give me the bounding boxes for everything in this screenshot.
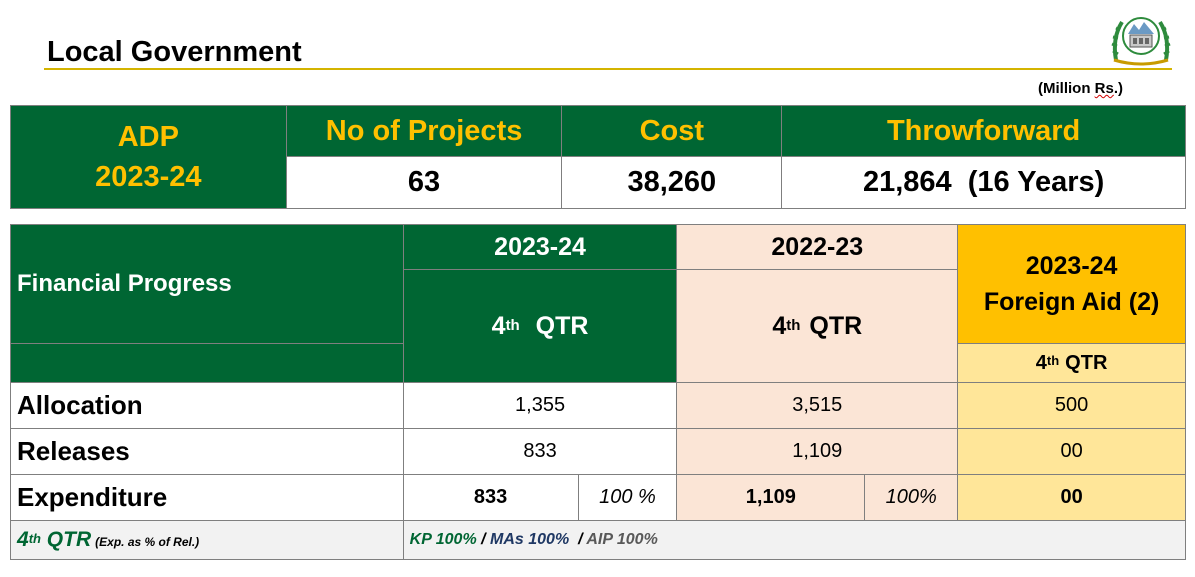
qtr-number: 4 <box>1035 351 1047 374</box>
table-row: Expenditure 833 100 % 1,109 100% 00 <box>10 474 1186 521</box>
header-cost: Cost <box>561 105 783 157</box>
qtr-number: 4 <box>17 528 29 551</box>
expenditure-2023-24-percent: 100 % <box>577 474 678 521</box>
qtr-word: QTR <box>535 311 589 340</box>
row-label-expenditure: Expenditure <box>10 474 404 521</box>
qtr-ordinal: th <box>1046 352 1060 368</box>
separator: / <box>476 531 491 548</box>
col-2022-23-year: 2022-23 <box>676 224 959 270</box>
expenditure-2022-23-percent: 100% <box>864 474 959 521</box>
row-label-releases: Releases <box>10 428 404 475</box>
title-divider <box>44 68 1172 70</box>
unit-suffix: .) <box>1113 80 1124 97</box>
table-row: Allocation 1,355 3,515 500 <box>10 382 1186 429</box>
allocation-2022-23: 3,515 <box>676 382 959 429</box>
adp-summary-table: ADP 2023-24 No of Projects Cost Throwfor… <box>10 105 1186 209</box>
foreign-aid-label: Foreign Aid (2) <box>983 288 1160 316</box>
allocation-foreign-aid: 500 <box>957 382 1186 429</box>
col-2022-23-qtr: 4th QTR <box>676 269 959 383</box>
adp-year: 2023-24 <box>95 161 202 193</box>
adp-label: ADP <box>117 121 179 153</box>
page-title: Local Government <box>47 36 302 68</box>
row-label-allocation: Allocation <box>10 382 404 429</box>
header-throwforward: Throwforward <box>781 105 1186 157</box>
value-no-of-projects: 63 <box>285 156 563 209</box>
expenditure-2023-24: 833 <box>402 474 579 521</box>
kp-percent: KP 100% <box>409 531 477 548</box>
col-2023-24-year: 2023-24 <box>402 224 678 270</box>
foreign-aid-year: 2023-24 <box>1025 252 1118 280</box>
qtr-word: QTR <box>1065 351 1108 374</box>
aip-percent: AIP 100% <box>586 531 658 548</box>
separator: / <box>569 531 587 548</box>
qtr-note-values: KP 100% / MAs 100% / AIP 100% <box>402 520 1187 560</box>
qtr-number: 4 <box>491 311 506 340</box>
foreign-aid-qtr: 4th QTR <box>957 343 1186 383</box>
col-2023-24-qtr: 4th QTR <box>402 269 678 383</box>
unit-prefix: (Million <box>1038 80 1095 97</box>
releases-foreign-aid: 00 <box>957 428 1186 475</box>
qtr-note-sub: (Exp. as % of Rel.) <box>95 535 200 549</box>
qtr-word: QTR <box>40 528 92 551</box>
mas-percent: MAs 100% <box>490 531 570 548</box>
unit-word: Rs <box>1094 80 1114 97</box>
government-emblem-icon <box>1111 17 1171 66</box>
value-throwforward: 21,864 (16 Years) <box>781 156 1186 209</box>
table-row: 4th QTR (Exp. as % of Rel.) KP 100% / MAs… <box>10 520 1187 560</box>
financial-progress-table: Financial Progress 2023-24 2022-23 2023-… <box>10 224 1187 560</box>
adp-cell: ADP 2023-24 <box>10 105 287 209</box>
qtr-ordinal: th <box>28 531 41 546</box>
allocation-2023-24: 1,355 <box>402 382 678 429</box>
releases-2022-23: 1,109 <box>676 428 959 475</box>
qtr-ordinal: th <box>786 316 801 334</box>
expenditure-foreign-aid: 00 <box>957 474 1186 521</box>
value-cost: 38,260 <box>561 156 783 209</box>
qtr-number: 4 <box>772 311 787 340</box>
header-no-of-projects: No of Projects <box>285 105 563 157</box>
unit-label: (Million Rs.) <box>1038 80 1123 97</box>
financial-progress-header-filler <box>10 343 404 383</box>
releases-2023-24: 833 <box>402 428 678 475</box>
qtr-word: QTR <box>809 311 863 340</box>
table-row: Releases 833 1,109 00 <box>10 428 1186 475</box>
foreign-aid-header: 2023-24 Foreign Aid (2) <box>957 224 1186 344</box>
qtr-ordinal: th <box>505 316 520 334</box>
financial-progress-header: Financial Progress <box>10 224 404 344</box>
expenditure-2022-23: 1,109 <box>676 474 866 521</box>
qtr-note-label: 4th QTR (Exp. as % of Rel.) <box>10 520 404 560</box>
